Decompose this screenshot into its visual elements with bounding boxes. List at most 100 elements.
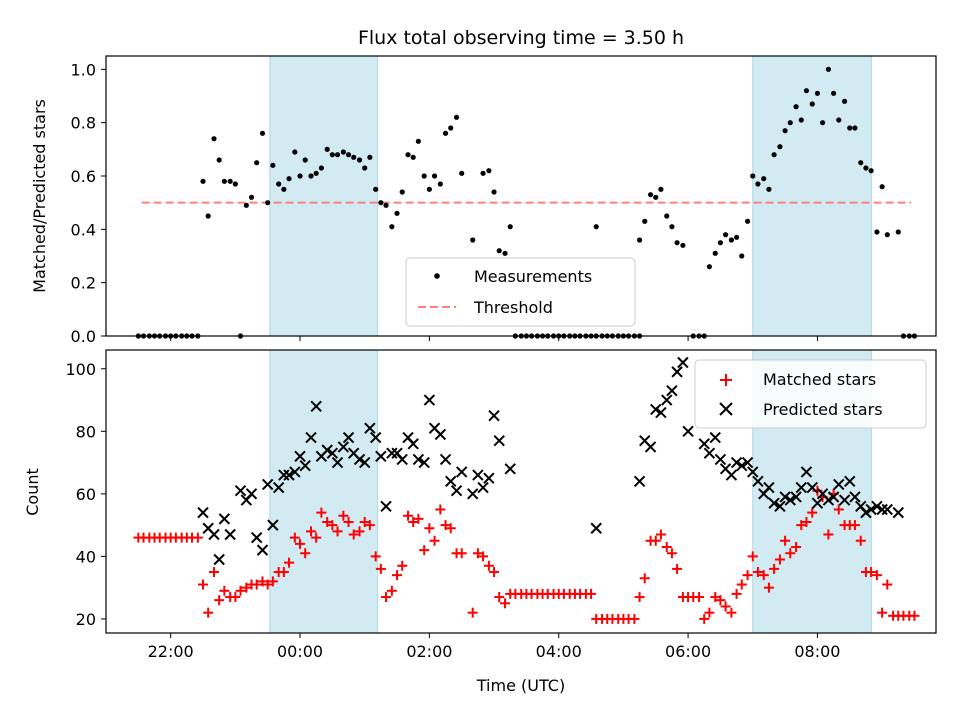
measurement-point-111: [739, 253, 745, 259]
matched-star-point-110: [731, 588, 742, 599]
chart-title: Flux total observing time = 3.50 h: [358, 27, 684, 49]
matched-star-point-36: [327, 520, 338, 531]
matched-star-point-14: [209, 567, 220, 578]
predicted-star-point-0: [197, 506, 209, 519]
matched-star-point-67: [500, 598, 511, 609]
matched-star-point-127: [823, 529, 834, 540]
measurement-point-65: [496, 248, 502, 254]
predicted-star-point-58: [644, 441, 657, 453]
matched-star-point-48: [392, 570, 403, 581]
predicted-star-point-16: [289, 466, 301, 478]
measurement-point-97: [658, 186, 664, 192]
measurement-point-51: [410, 154, 416, 160]
predicted-star-point-94: [849, 491, 861, 503]
predicted-star-point-2: [208, 528, 220, 541]
measurement-point-117: [771, 152, 777, 158]
measurement-point-119: [782, 128, 788, 134]
matched-star-point-117: [769, 563, 780, 574]
matched-star-point-136: [871, 570, 882, 581]
matched-star-point-106: [710, 592, 721, 603]
measurement-point-52: [415, 138, 421, 144]
measurement-point-132: [852, 125, 858, 131]
measurement-point-92: [593, 224, 599, 230]
measurement-point-123: [803, 88, 810, 94]
measurement-point-135: [868, 168, 874, 174]
measurement-point-44: [373, 186, 379, 192]
matched-star-point-16: [219, 585, 230, 596]
predicted-star-point-41: [423, 394, 436, 406]
predicted-star-point-79: [768, 497, 780, 509]
predicted-star-point-20: [310, 400, 322, 412]
legend-threshold-label: Threshold: [473, 298, 553, 317]
predicted-star-point-44: [439, 453, 452, 466]
measurement-point-101: [680, 242, 686, 248]
matched-star-point-116: [763, 582, 774, 593]
predicted-star-point-83: [790, 491, 802, 503]
measurement-point-47: [389, 224, 395, 230]
matched-star-point-66: [494, 592, 505, 603]
matched-star-point-109: [726, 607, 737, 618]
measurement-point-98: [664, 213, 670, 219]
measurement-point-32: [308, 173, 314, 179]
predicted-star-point-30: [364, 422, 376, 434]
legend-measurements-marker: [434, 273, 440, 279]
matched-star-point-115: [758, 570, 769, 581]
matched-star-point-93: [639, 573, 650, 584]
matched-star-point-24: [262, 579, 273, 590]
matched-star-point-113: [747, 551, 758, 562]
matched-star-point-56: [435, 504, 446, 515]
measurement-point-61: [470, 237, 476, 243]
x-axis-label: Time (UTC): [476, 676, 565, 695]
matched-star-point-55: [429, 535, 440, 546]
measurement-point-133: [858, 160, 864, 166]
measurement-point-49: [399, 189, 405, 195]
predicted-star-point-38: [407, 438, 419, 450]
predicted-star-point-75: [747, 466, 759, 478]
matched-star-point-143: [909, 610, 920, 621]
matched-star-point-18: [230, 592, 241, 603]
matched-star-point-83: [586, 588, 597, 599]
measurement-point-99: [669, 224, 675, 230]
legend-matched-label: Matched stars: [763, 370, 876, 389]
measurement-point-18: [232, 181, 238, 187]
predicted-star-point-59: [650, 403, 662, 416]
measurement-point-48: [394, 210, 400, 216]
measurement-point-136: [874, 229, 880, 235]
measurement-point-16: [221, 178, 227, 184]
measurement-point-63: [486, 168, 492, 174]
measurement-point-114: [755, 181, 761, 187]
matched-star-point-92: [634, 592, 645, 603]
matched-star-point-133: [855, 535, 866, 546]
measurement-point-34: [318, 165, 324, 171]
measurement-point-17: [227, 178, 233, 184]
matched-star-point-137: [877, 607, 888, 618]
predicted-star-point-71: [725, 469, 738, 481]
matched-star-point-132: [849, 520, 860, 531]
measurement-point-15: [216, 157, 222, 163]
measurement-point-121: [793, 104, 799, 110]
matched-star-point-62: [472, 548, 483, 559]
measurement-point-37: [334, 152, 341, 158]
measurement-point-95: [647, 192, 654, 198]
top-legend: Measurements Threshold: [405, 257, 636, 327]
predicted-star-point-61: [661, 394, 673, 406]
matched-star-point-118: [774, 554, 785, 565]
matched-star-point-47: [386, 585, 397, 596]
matched-star-point-19: [235, 585, 246, 596]
x-tick-label-2: 02:00: [406, 642, 452, 661]
measurement-point-14: [211, 136, 217, 142]
matched-star-point-65: [489, 567, 500, 578]
measurement-point-105: [706, 264, 713, 270]
matched-star-point-54: [424, 523, 435, 534]
measurement-point-134: [863, 165, 869, 171]
measurement-point-115: [761, 176, 767, 182]
predicted-star-point-89: [822, 494, 835, 506]
measurement-point-60: [459, 170, 465, 176]
matched-star-point-38: [338, 510, 349, 521]
predicted-star-point-80: [774, 500, 786, 513]
x-tick-label-4: 06:00: [665, 642, 711, 661]
matched-star-point-45: [375, 563, 386, 574]
predicted-star-point-97: [865, 503, 877, 516]
predicted-star-point-22: [321, 444, 333, 456]
matched-star-point-103: [694, 592, 705, 603]
